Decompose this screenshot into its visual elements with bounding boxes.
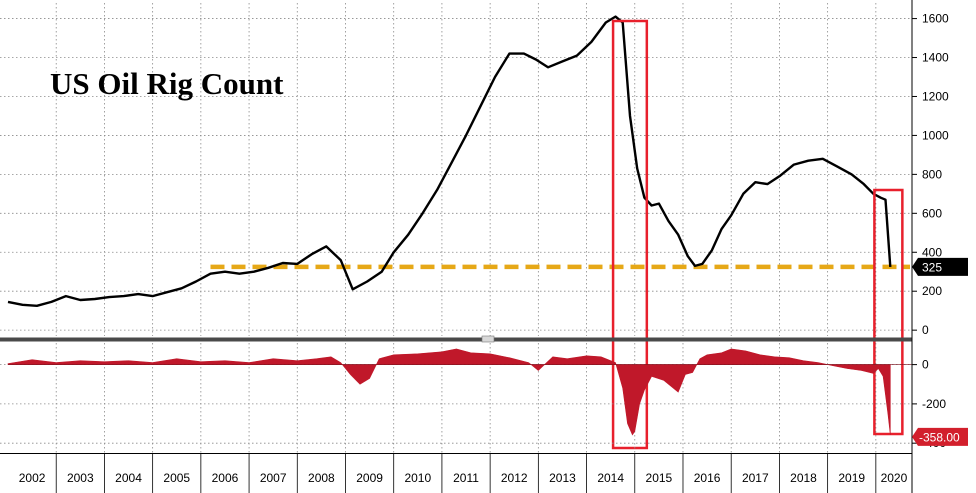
- x-tick-label: 2009: [356, 471, 383, 485]
- top-y-tick-label: 1600: [922, 12, 949, 26]
- x-tick-label: 2003: [67, 471, 94, 485]
- top-gridlines: [0, 3, 912, 336]
- x-tick-label: 2007: [260, 471, 287, 485]
- x-tick-label: 2010: [404, 471, 431, 485]
- top-y-tick-label: 200: [922, 284, 942, 298]
- weekly-change-area: [7, 348, 891, 436]
- top-y-tick-label: 400: [922, 245, 942, 259]
- rig-count-line: [7, 15, 892, 307]
- x-tick-label: 2019: [838, 471, 865, 485]
- bottom-y-tick-label: 0: [922, 358, 929, 372]
- highlight-box: [873, 188, 904, 436]
- x-tick-label: 2008: [308, 471, 335, 485]
- x-tick-label: 2013: [549, 471, 576, 485]
- last-change-label: -358.00: [919, 430, 960, 444]
- x-tick-label: 2004: [115, 471, 142, 485]
- last-change-badge: -358.00: [912, 427, 968, 446]
- rig-count-series: [7, 15, 892, 307]
- highlight-boxes: [611, 19, 904, 450]
- x-axis-ticks: 2002 2003 2004 2005 2006 2007 2008 2009 2010 2011…: [19, 453, 908, 493]
- panel-divider-handle[interactable]: [481, 335, 495, 343]
- last-value-label: 325: [922, 260, 942, 274]
- top-y-tick-label: 800: [922, 167, 942, 181]
- top-y-tick-label: 1200: [922, 89, 949, 103]
- top-y-tick-label: 1400: [922, 51, 949, 65]
- chart-title: US Oil Rig Count: [50, 66, 284, 101]
- weekly-change-series: [7, 348, 912, 436]
- top-y-axis-ticks: 0 200 400 600 800 1000 1200 1400 1600: [912, 12, 949, 337]
- bottom-y-tick-label: -200: [922, 397, 946, 411]
- x-tick-label: 2006: [212, 471, 239, 485]
- x-tick-label: 2017: [742, 471, 769, 485]
- highlight-box: [611, 19, 649, 450]
- x-tick-label: 2015: [646, 471, 673, 485]
- last-change-badge-bg: [912, 427, 968, 446]
- last-value-badge: 325: [912, 257, 968, 276]
- x-tick-label: 2020: [881, 471, 908, 485]
- weekly-change-panel: 0-200-400: [0, 343, 946, 453]
- x-tick-label: 2018: [790, 471, 817, 485]
- x-tick-label: 2012: [501, 471, 528, 485]
- x-tick-label: 2005: [163, 471, 190, 485]
- last-value-badge-bg: [912, 257, 968, 276]
- x-tick-label: 2014: [597, 471, 624, 485]
- x-tick-label: 2011: [453, 471, 479, 485]
- top-y-tick-label: 0: [922, 323, 929, 337]
- top-y-tick-label: 1000: [922, 128, 949, 142]
- top-y-tick-label: 600: [922, 206, 942, 220]
- x-tick-label: 2002: [19, 471, 46, 485]
- x-tick-label: 2016: [694, 471, 721, 485]
- rig-count-panel: 0 200 400 600 800 1000 1200 1400 1600 US Oil Rig…: [0, 3, 949, 450]
